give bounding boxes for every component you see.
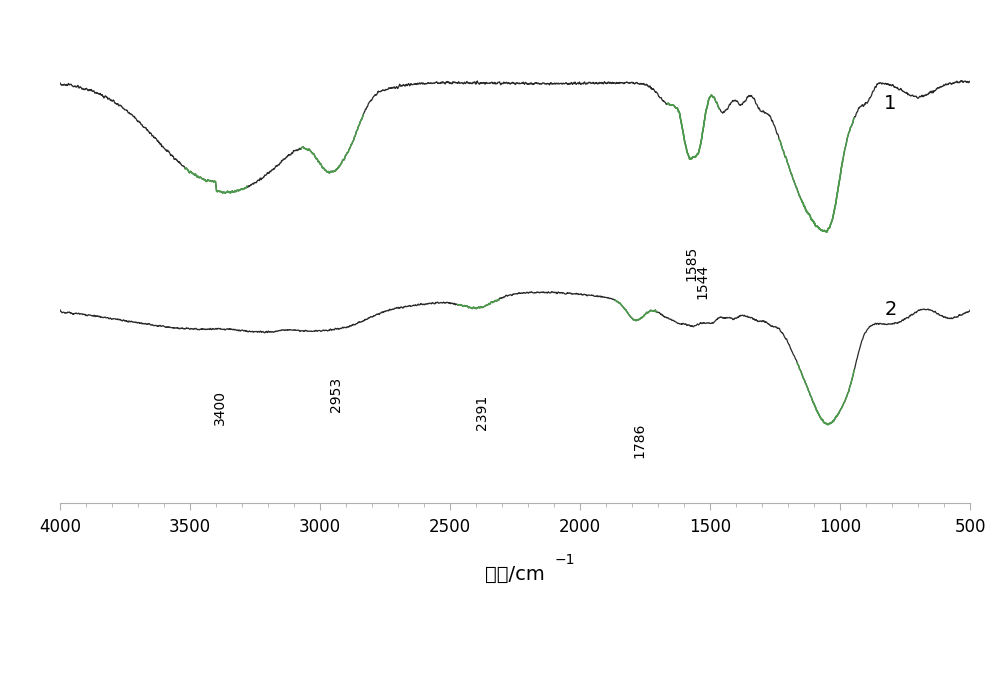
- Text: 2953: 2953: [329, 376, 343, 412]
- Text: 1544: 1544: [695, 264, 709, 299]
- Text: 1: 1: [884, 94, 897, 113]
- Text: 1585: 1585: [684, 246, 698, 281]
- Text: 波数/cm: 波数/cm: [485, 565, 545, 584]
- Text: 1786: 1786: [633, 422, 647, 458]
- Text: −1: −1: [555, 553, 575, 567]
- Text: 2391: 2391: [475, 395, 489, 430]
- Text: 2: 2: [884, 300, 897, 320]
- Text: 3400: 3400: [213, 390, 227, 425]
